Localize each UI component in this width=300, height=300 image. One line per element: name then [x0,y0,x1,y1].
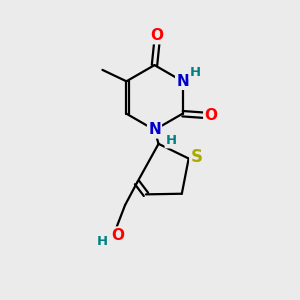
Text: H: H [97,235,108,248]
Text: H: H [166,134,177,147]
Text: N: N [148,122,161,137]
Text: H: H [190,66,201,79]
Text: O: O [111,228,124,243]
Text: O: O [150,28,164,43]
Text: N: N [176,74,189,89]
Text: S: S [190,148,202,166]
Text: O: O [204,108,217,123]
